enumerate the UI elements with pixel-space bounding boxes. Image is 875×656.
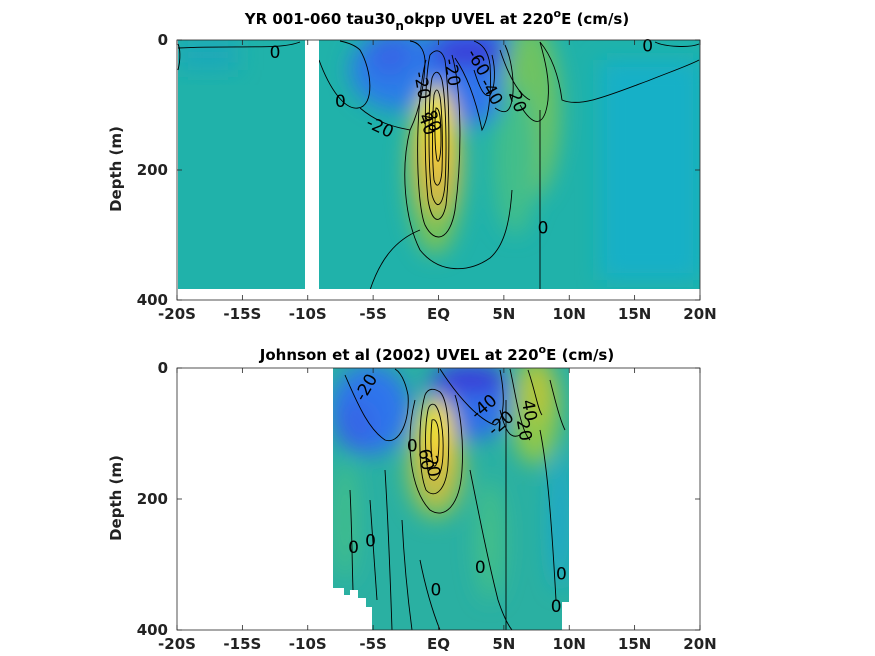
- x-tick-label: -10S: [289, 635, 327, 653]
- y-tick-label: 400: [137, 621, 168, 639]
- contour-label: 0: [430, 581, 441, 601]
- x-tick-label: -5S: [359, 305, 386, 323]
- y-tick-label: 400: [137, 291, 168, 309]
- contour-label: 0: [556, 564, 567, 584]
- x-tick-label: 10N: [553, 305, 586, 323]
- panel-bottom-title: Johnson et al (2002) UVEL at 220oE (cm/s…: [259, 343, 614, 364]
- panel-bottom-contours: [344, 368, 566, 630]
- contour-label: 0: [270, 43, 281, 63]
- contour-label: 40: [517, 398, 540, 423]
- contour-label: 0: [407, 437, 418, 457]
- contour-label: 0: [348, 538, 359, 558]
- x-tick-label: 5N: [492, 635, 515, 653]
- x-tick-label: 10N: [553, 635, 586, 653]
- x-tick-label: -15S: [223, 635, 261, 653]
- x-tick-label: 20N: [683, 305, 716, 323]
- panel-top-title: YR 001-060 tau30nokpp UVEL at 220oE (cm/…: [244, 7, 629, 33]
- panel-bottom: Johnson et al (2002) UVEL at 220oE (cm/s…: [107, 343, 717, 653]
- contour-label: 0: [538, 219, 549, 239]
- panel-top-axes: -20S -15S -10S -5S EQ 5N 10N 15N 20N 0 200 400: [137, 31, 717, 323]
- x-tick-label: 15N: [618, 305, 651, 323]
- contour-label: 0: [642, 37, 653, 57]
- x-tick-label: -20S: [158, 305, 196, 323]
- contour-label: 0: [475, 558, 486, 578]
- y-tick-label: 0: [158, 359, 168, 377]
- x-tick-label: EQ: [427, 305, 450, 323]
- x-tick-label: 5N: [492, 305, 515, 323]
- contour-label: 20: [420, 454, 443, 479]
- contour-label: 0: [551, 597, 562, 617]
- y-tick-label: 200: [137, 161, 168, 179]
- contour-label: 60: [414, 447, 437, 472]
- panel-top-ylabel: Depth (m): [107, 126, 125, 212]
- panel-top: YR 001-060 tau30nokpp UVEL at 220oE (cm/…: [107, 7, 717, 323]
- contour-label: -20: [409, 70, 434, 101]
- x-tick-label: -15S: [223, 305, 261, 323]
- panel-top-contours: [177, 40, 700, 291]
- x-tick-label: 15N: [618, 635, 651, 653]
- x-tick-label: -5S: [359, 635, 386, 653]
- x-tick-label: -20S: [158, 635, 196, 653]
- x-tick-label: 20N: [683, 635, 716, 653]
- contour-label: 20: [512, 418, 535, 443]
- y-tick-label: 200: [137, 490, 168, 508]
- y-tick-label: 0: [158, 31, 168, 49]
- panel-bottom-field: [333, 368, 569, 630]
- contour-label: -20: [439, 57, 464, 88]
- contour-label: 0: [365, 532, 376, 552]
- panel-bottom-ylabel: Depth (m): [107, 455, 125, 541]
- x-tick-label: EQ: [427, 635, 450, 653]
- x-tick-label: -10S: [289, 305, 327, 323]
- contour-label: 0: [335, 92, 346, 112]
